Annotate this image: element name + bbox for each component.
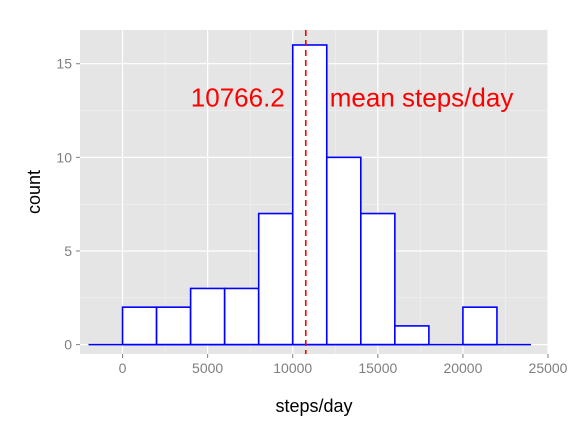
histogram-bar [291, 44, 328, 346]
x-tick-label: 25000 [529, 360, 568, 376]
histogram-bar [359, 212, 396, 346]
y-tick-label: 5 [64, 243, 72, 259]
y-tick-label: 15 [56, 56, 72, 72]
x-tick-label: 15000 [358, 360, 397, 376]
histogram-bar [325, 156, 362, 346]
x-tick-label: 10000 [273, 360, 312, 376]
mean-label-annotation: mean steps/day [330, 82, 514, 112]
histogram-bar [121, 306, 158, 346]
histogram-bar [257, 212, 294, 346]
mean-value-annotation: 10766.2 [191, 82, 285, 112]
y-axis-ticks: 0 5 10 15 [56, 56, 80, 353]
x-axis-title: steps/day [275, 396, 352, 416]
histogram-bar [189, 287, 226, 346]
histogram-bar [223, 287, 260, 346]
histogram-bar [462, 306, 498, 346]
y-axis-title: count [24, 170, 44, 214]
x-tick-label: 0 [119, 360, 127, 376]
histogram-bar [394, 325, 430, 346]
y-tick-label: 10 [56, 149, 72, 165]
x-tick-label: 5000 [192, 360, 223, 376]
y-tick-label: 0 [64, 337, 72, 353]
x-tick-label: 20000 [443, 360, 482, 376]
x-axis-ticks: 0 5000 10000 15000 20000 25000 [119, 354, 568, 376]
histogram-bar [155, 306, 192, 346]
